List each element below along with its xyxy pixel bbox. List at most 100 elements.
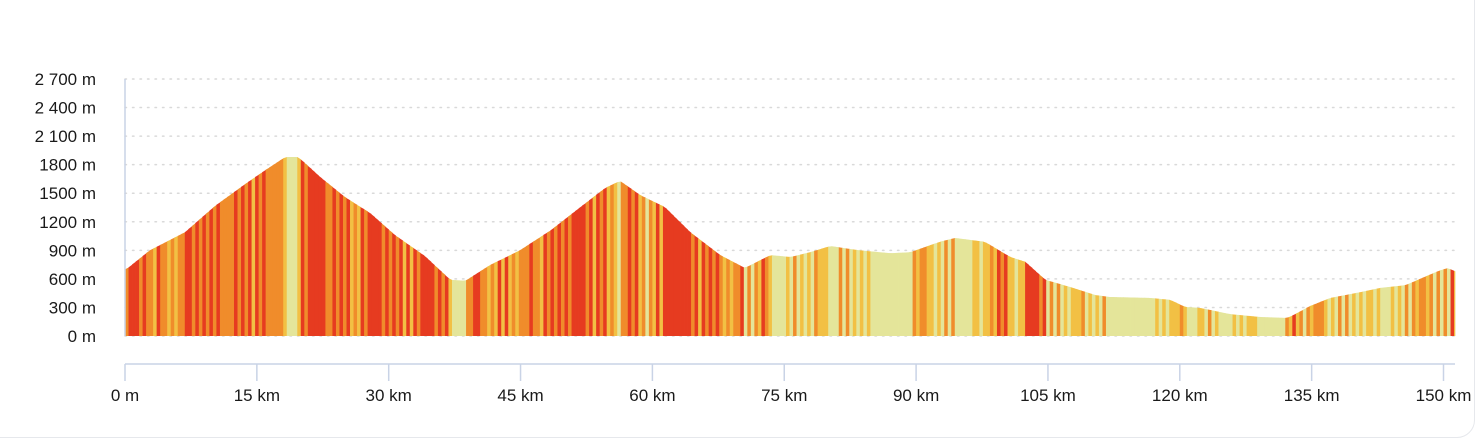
- elevation-segment-moderate: [174, 235, 179, 336]
- elevation-segment-steep: [532, 239, 537, 336]
- elevation-segment-flat: [1158, 298, 1163, 336]
- elevation-segment-flat: [775, 255, 780, 336]
- elevation-segment-steep: [1436, 270, 1441, 336]
- elevation-segment-moderate: [1250, 316, 1255, 336]
- elevation-segment-flat: [1387, 286, 1392, 336]
- elevation-segment-steep: [198, 216, 203, 336]
- elevation-segment-flat: [462, 280, 467, 336]
- elevation-segment-flat: [968, 239, 973, 336]
- elevation-segment-very-steep: [571, 211, 576, 336]
- elevation-segment-flat: [1130, 297, 1135, 336]
- elevation-segment-moderate: [982, 241, 987, 336]
- elevation-segment-moderate: [613, 182, 618, 336]
- elevation-segment-flat: [1144, 297, 1149, 336]
- elevation-segment-moderate: [494, 261, 499, 336]
- elevation-segment-very-steep: [406, 243, 411, 336]
- elevation-segment-steep: [395, 235, 400, 336]
- elevation-segment-moderate: [1295, 311, 1300, 336]
- elevation-segment-very-steep: [701, 240, 706, 336]
- elevation-segment-very-steep: [318, 175, 323, 336]
- elevation-segment-moderate: [1369, 289, 1374, 336]
- elevation-segment-very-steep: [311, 169, 316, 336]
- elevation-segment-steep: [219, 199, 224, 336]
- elevation-segment-steep: [335, 189, 340, 336]
- elevation-segment-moderate: [1359, 291, 1364, 336]
- elevation-segment-steep: [1299, 309, 1304, 336]
- elevation-segment-steep: [480, 269, 485, 336]
- elevation-segment-flat: [1380, 287, 1385, 336]
- elevation-segment-flat: [1264, 317, 1269, 336]
- elevation-segment-flat: [1447, 268, 1451, 336]
- elevation-segment-flat: [1105, 296, 1110, 336]
- elevation-segment-moderate: [1200, 308, 1205, 336]
- elevation-segment-flat: [1341, 295, 1346, 336]
- elevation-segment-flat: [909, 251, 913, 336]
- elevation-segment-steep: [226, 194, 231, 336]
- elevation-segment-flat: [778, 255, 783, 336]
- elevation-segment-flat: [828, 246, 833, 336]
- elevation-segment-steep: [325, 181, 330, 336]
- x-tick-label: 90 km: [893, 386, 939, 405]
- elevation-segment-steep: [1345, 294, 1349, 336]
- elevation-segment-steep: [631, 188, 636, 336]
- elevation-segment-flat: [459, 280, 463, 336]
- elevation-segment-steep: [265, 167, 270, 336]
- elevation-segment-flat: [771, 255, 776, 336]
- elevation-segment-flat: [1355, 292, 1360, 336]
- elevation-segment-very-steep: [195, 219, 200, 336]
- elevation-segment-very-steep: [360, 207, 365, 336]
- elevation-segment-moderate: [729, 260, 734, 336]
- elevation-segment-flat: [1091, 293, 1096, 336]
- elevation-segment-very-steep: [423, 255, 428, 336]
- elevation-segment-steep: [560, 219, 565, 336]
- elevation-segment-very-steep: [996, 249, 1001, 336]
- elevation-segment-flat: [645, 197, 650, 336]
- elevation-segment-moderate: [297, 157, 302, 336]
- elevation-segment-steep: [553, 224, 558, 336]
- elevation-area[interactable]: [125, 157, 1456, 336]
- elevation-segment-very-steep: [444, 274, 449, 336]
- elevation-segment-steep: [1411, 280, 1416, 336]
- elevation-segment-steep: [1039, 274, 1044, 336]
- elevation-segment-very-steep: [476, 271, 481, 336]
- elevation-segment-steep: [434, 265, 439, 336]
- elevation-segment-very-steep: [589, 197, 594, 336]
- elevation-segment-moderate: [501, 257, 506, 336]
- elevation-segment-very-steep: [740, 265, 745, 336]
- elevation-segment-flat: [831, 246, 836, 336]
- elevation-segment-moderate: [1415, 279, 1420, 336]
- elevation-segment-moderate: [1323, 298, 1328, 336]
- elevation-segment-very-steep: [188, 226, 193, 336]
- elevation-segment-very-steep: [427, 258, 432, 336]
- elevation-segment-moderate: [350, 200, 354, 336]
- elevation-segment-moderate: [1095, 295, 1100, 336]
- elevation-segment-flat: [451, 279, 456, 336]
- elevation-segment-flat: [750, 263, 755, 336]
- elevation-segment-flat: [1267, 317, 1272, 336]
- elevation-segment-flat: [902, 252, 906, 336]
- elevation-segment-steep: [276, 160, 281, 336]
- elevation-segment-moderate: [1070, 287, 1075, 336]
- elevation-segment-steep: [191, 223, 196, 336]
- elevation-segment-flat: [1408, 282, 1413, 336]
- elevation-segment-moderate: [859, 250, 864, 336]
- elevation-segment-flat: [1211, 310, 1216, 336]
- elevation-segment-steep: [620, 181, 625, 336]
- elevation-segment-flat: [1204, 308, 1209, 336]
- elevation-segment-flat: [870, 251, 875, 336]
- elevation-segment-moderate: [283, 157, 288, 336]
- elevation-segment-moderate: [1330, 297, 1335, 336]
- elevation-segment-steep: [353, 202, 358, 336]
- elevation-segment-flat: [1302, 307, 1307, 336]
- elevation-segment-flat: [887, 253, 892, 336]
- elevation-segment-steep: [923, 246, 928, 336]
- elevation-segment-flat: [880, 252, 885, 336]
- elevation-segment-moderate: [1246, 315, 1251, 336]
- elevation-segment-steep: [163, 241, 168, 336]
- elevation-segment-flat: [1060, 284, 1065, 336]
- elevation-segment-very-steep: [184, 229, 189, 336]
- elevation-segment-very-steep: [374, 217, 379, 336]
- elevation-segment-very-steep: [300, 159, 305, 336]
- elevation-segment-moderate: [698, 238, 703, 336]
